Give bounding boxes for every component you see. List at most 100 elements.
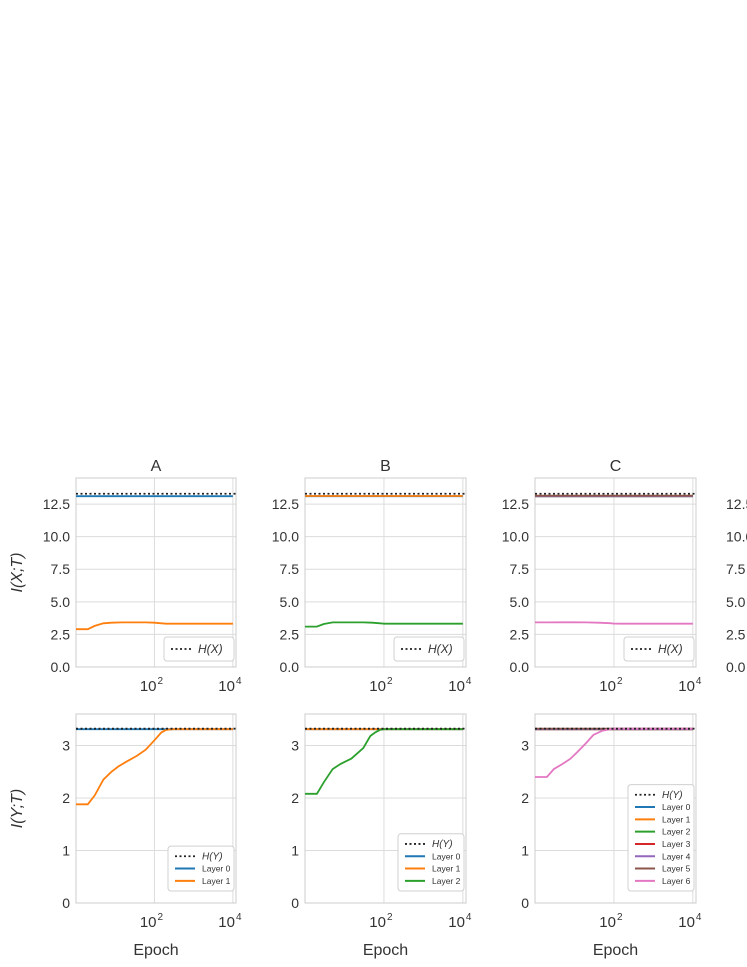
legend-entropy-label: H(X) [198, 642, 223, 656]
xtick-exponent: 4 [696, 676, 702, 687]
xtick-label: 104 [678, 676, 702, 695]
panel-b-row-0: 0.0 2.5 5.0 7.5 10.0 12.5 102 104 B H(X) [272, 458, 472, 695]
ytick-label: 12.5 [272, 496, 299, 512]
ytick-label: 5.0 [280, 594, 300, 610]
ytick-label: 10.0 [43, 529, 70, 545]
legend: H(Y) Layer 0 Layer 1 [167, 845, 235, 892]
axes-frame [534, 713, 697, 904]
legend: H(X) [623, 636, 695, 662]
ytick-label: 0.0 [510, 659, 530, 675]
axes-frame [75, 713, 237, 904]
y-axis-label: I(X;T) [9, 553, 26, 593]
xtick-label: 104 [448, 676, 472, 695]
panel-a-row-1: 0 1 2 3 102 104 Epoch I(Y;T) H(Y) Layer 0 Layer 1 [9, 713, 242, 959]
legend: H(X) [393, 636, 465, 662]
ytick-label: 7.5 [280, 561, 300, 577]
xtick-exponent: 4 [236, 676, 242, 687]
legend: H(X) [163, 636, 235, 662]
ytick-label-clipped: 12.5 [726, 496, 747, 512]
ytick-label-clipped: 2.5 [726, 626, 746, 642]
ytick-label-clipped: 0.0 [726, 659, 746, 675]
legend-box [393, 636, 465, 662]
legend-box [163, 636, 235, 662]
legend-box [627, 784, 695, 892]
legend: H(Y)Layer 0 Layer 1 Layer 2 Layer 3 Layer 4 L… [627, 784, 695, 892]
panel-b-row-1: 0 1 2 3 102 104 Epoch H(Y)Layer 0 Layer 1 Layer 2 [291, 713, 472, 959]
xtick-exponent: 4 [696, 912, 702, 923]
xtick-exponent: 4 [466, 912, 472, 923]
ytick-label: 1 [62, 843, 70, 859]
ytick-label: 10.0 [502, 529, 529, 545]
legend-entropy-label: H(Y) [662, 790, 683, 801]
xtick-exponent: 4 [236, 912, 242, 923]
x-axis-label: Epoch [593, 942, 638, 959]
legend-label: Layer 4 [662, 851, 691, 861]
ytick-label: 1 [521, 843, 529, 859]
xtick-exponent: 4 [466, 676, 472, 687]
legend-entropy-label: H(Y) [432, 839, 453, 850]
legend-entropy-label: H(Y) [202, 851, 223, 862]
ytick-label: 0.0 [280, 659, 300, 675]
legend-label: Layer 1 [202, 876, 231, 886]
xtick-exponent: 2 [158, 676, 164, 687]
legend-box [623, 636, 695, 662]
ytick-label: 12.5 [43, 496, 70, 512]
ytick-label: 12.5 [502, 496, 529, 512]
series-line-layer-6 [535, 727, 693, 778]
axes-frame [75, 477, 237, 668]
axes-frame [534, 477, 697, 668]
ytick-label: 10.0 [272, 529, 299, 545]
ytick-label: 0.0 [51, 659, 71, 675]
ytick-label: 2 [521, 790, 529, 806]
xtick-exponent: 2 [158, 912, 164, 923]
ytick-label: 2.5 [280, 626, 300, 642]
x-axis-label: Epoch [363, 942, 408, 959]
ytick-label: 0 [62, 895, 70, 911]
panel-c-row-1: 0 1 2 3 102 104 Epoch H(Y)Layer 0 Layer 1 Layer 2… [521, 713, 702, 959]
x-axis-label: Epoch [133, 942, 178, 959]
ytick-label: 7.5 [510, 561, 530, 577]
legend-label: Layer 3 [662, 839, 691, 849]
panel-d-clipped: 12.5 10.0 7.5 5.0 2.5 0.0 [726, 496, 747, 675]
xtick-label: 102 [599, 676, 623, 695]
legend-label: Layer 0 [662, 802, 691, 812]
legend-label: Layer 0 [432, 851, 461, 861]
xtick-label: 102 [140, 912, 164, 931]
legend-label: Layer 5 [662, 864, 691, 874]
legend: H(Y)Layer 0 Layer 1 Layer 2 [397, 833, 465, 892]
xtick-label: 102 [369, 912, 393, 931]
xtick-label: 104 [448, 912, 472, 931]
panel-title: A [151, 458, 162, 475]
series-line-layer-2 [305, 728, 463, 795]
axes-frame [304, 477, 467, 668]
xtick-label: 102 [599, 912, 623, 931]
ytick-label: 5.0 [51, 594, 71, 610]
ytick-label: 0 [521, 895, 529, 911]
legend-label: Layer 6 [662, 876, 691, 886]
ytick-label: 0 [291, 895, 299, 911]
xtick-label: 102 [369, 676, 393, 695]
panel-title: C [610, 458, 622, 475]
panel-a-row-0: 0.0 2.5 5.0 7.5 10.0 12.5 102 104 A I(X;T) H(X) [9, 458, 242, 695]
xtick-exponent: 2 [617, 676, 623, 687]
legend-label: Layer 2 [662, 827, 691, 837]
series-line-layer-1 [76, 621, 233, 631]
xtick-label: 102 [140, 676, 164, 695]
xtick-label: 104 [218, 912, 242, 931]
ytick-label: 3 [521, 738, 529, 754]
xtick-exponent: 2 [617, 912, 623, 923]
panel-c-row-0: 0.0 2.5 5.0 7.5 10.0 12.5 102 104 C H(X) [502, 458, 702, 695]
ytick-label: 1 [291, 843, 299, 859]
ytick-label: 2 [291, 790, 299, 806]
xtick-exponent: 2 [387, 676, 393, 687]
series-line-layer-2 [305, 621, 463, 628]
legend-label: Layer 1 [432, 864, 461, 874]
y-axis-label: I(Y;T) [9, 789, 26, 828]
ytick-label: 7.5 [51, 561, 71, 577]
legend-label: Layer 2 [432, 876, 461, 886]
legend-label: Layer 0 [202, 864, 231, 874]
ytick-label-clipped: 7.5 [726, 561, 746, 577]
series-line-layer-6 [535, 621, 693, 625]
ytick-label: 5.0 [510, 594, 530, 610]
